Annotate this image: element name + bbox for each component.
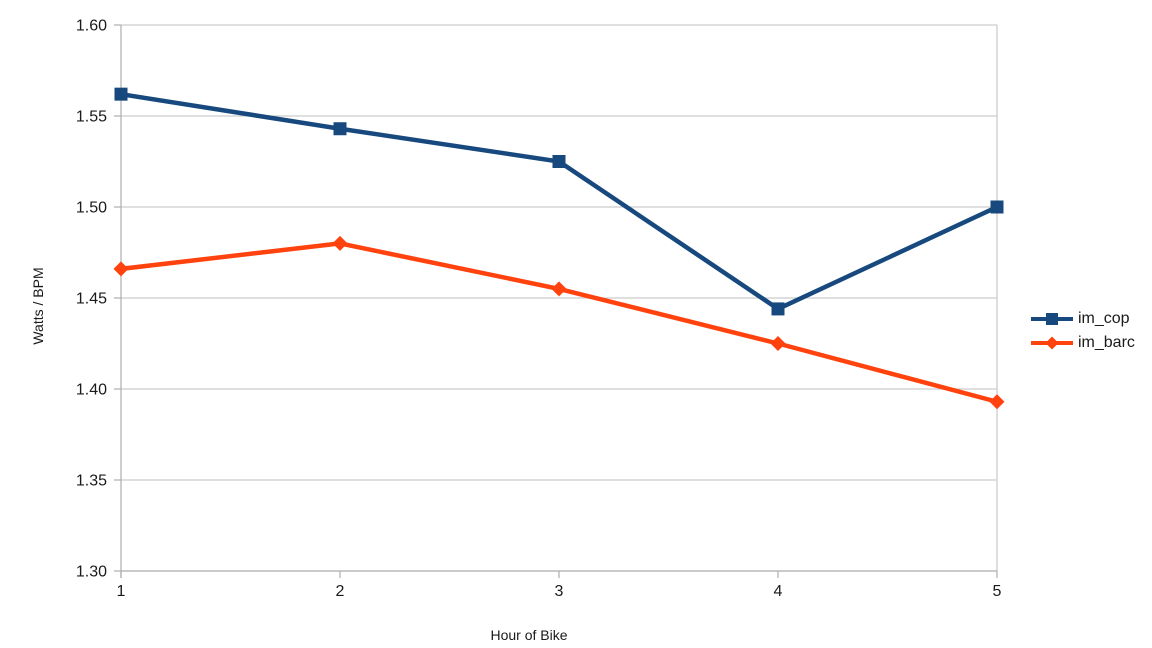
data-point-square-im_cop [333,122,347,136]
legend: im_cop im_barc [1031,310,1135,352]
series-line-im_cop [120,91,998,312]
y-tick-label: 1.55 [76,109,107,126]
data-point-square-im_cop [771,302,785,316]
y-tick-label: 1.35 [76,473,107,490]
x-axis-title: Hour of Bike [490,627,568,643]
y-tick-label: 1.30 [76,564,107,581]
legend-label: im_barc [1078,334,1135,351]
x-tick-label: 4 [774,583,783,600]
data-point-diamond-im_barc [113,261,129,277]
y-tick-label: 1.50 [76,200,107,217]
data-point-diamond-im_barc [551,281,567,297]
legend-entry: im_cop [1031,310,1135,328]
data-point-diamond-im_barc [770,336,786,351]
legend-marker-shape [1045,336,1059,350]
data-point-square-im_cop [990,200,1004,214]
y-tick-label: 1.45 [76,291,107,308]
y-tick-label: 1.60 [76,18,107,35]
legend-marker-diamond-icon [1031,336,1073,350]
data-point-diamond-im_barc [989,394,1005,410]
y-axis-title: Watts / BPM [30,267,46,345]
data-point-square-im_cop [114,87,128,101]
data-point-diamond-im_barc [332,235,348,251]
y-tick-label: 1.40 [76,382,107,399]
data-point-square-im_cop [552,155,566,168]
legend-marker-shape [1046,313,1058,325]
x-tick-label: 3 [555,583,564,600]
legend-marker-square-icon [1031,313,1073,325]
legend-entry: im_barc [1031,334,1135,352]
x-tick-label: 2 [336,583,345,600]
x-tick-label: 1 [117,583,126,600]
legend-label: im_cop [1078,310,1130,327]
x-tick-label: 5 [993,583,1002,600]
